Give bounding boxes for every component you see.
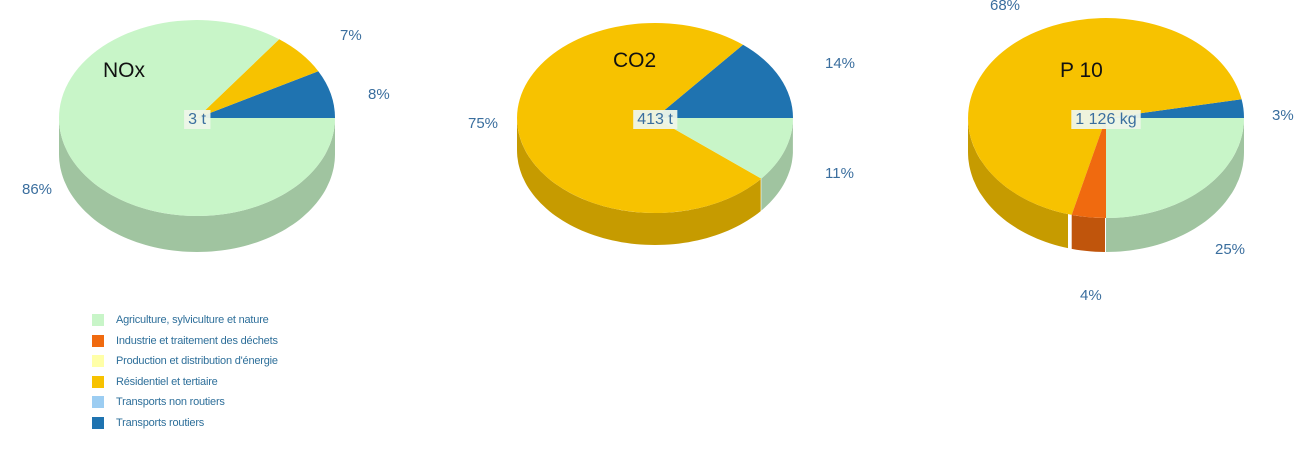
pie-slice <box>655 118 793 179</box>
legend-label: Industrie et traitement des déchets <box>116 334 278 347</box>
chart-title: P 10 <box>1060 59 1103 82</box>
slice-percent-label: 11% <box>825 165 854 182</box>
total-label-backdrop <box>1071 110 1141 129</box>
chart-total-label: 1 126 kg <box>1075 111 1136 128</box>
slice-percent-label: 4% <box>1080 287 1102 304</box>
chart-title: NOx <box>103 59 146 82</box>
pie-chart-3: P 10 1 126 kg 3% 68% 4% 25% <box>968 0 1294 304</box>
legend-label: Transports routiers <box>116 416 205 429</box>
legend-item: Résidentiel et tertiaire <box>92 372 278 393</box>
slice-percent-label: 3% <box>1272 107 1294 124</box>
slice-percent-label: 25% <box>1215 241 1245 258</box>
slice-percent-label: 68% <box>990 0 1020 14</box>
legend-swatch <box>92 355 104 368</box>
pie-slice <box>1071 118 1106 219</box>
pie-chart-2: CO2 413 t 14% 75% 11% <box>468 22 855 245</box>
pie-chart-1: NOx 3 t 8% 7% 86% <box>22 20 390 252</box>
chart-legend: Agriculture, sylviculture et nature Indu… <box>92 310 278 433</box>
pie-slice <box>197 39 319 118</box>
legend-item: Transports routiers <box>92 413 278 434</box>
legend-label: Transports non routiers <box>116 396 225 409</box>
pie-slice <box>197 71 335 118</box>
pie-side <box>59 118 335 252</box>
slice-percent-label: 86% <box>22 181 52 198</box>
total-label-backdrop <box>633 110 678 129</box>
pie-side <box>761 120 793 211</box>
legend-item: Transports non routiers <box>92 392 278 413</box>
legend-swatch <box>92 375 104 388</box>
legend-swatch <box>92 396 104 409</box>
pie-side <box>968 118 1068 249</box>
slice-percent-label: 75% <box>468 115 498 132</box>
legend-swatch <box>92 416 104 429</box>
slice-percent-label: 7% <box>340 27 362 44</box>
legend-item: Agriculture, sylviculture et nature <box>92 310 278 331</box>
legend-swatch <box>92 334 104 347</box>
legend-swatch <box>92 314 104 327</box>
pie-slice <box>655 44 793 118</box>
legend-item: Industrie et traitement des déchets <box>92 331 278 352</box>
pie-side <box>1106 118 1244 252</box>
legend-label: Production et distribution d'énergie <box>116 355 278 368</box>
slice-percent-label: 14% <box>825 55 855 72</box>
slice-percent-label: 8% <box>368 86 390 103</box>
legend-item: Production et distribution d'énergie <box>92 351 278 372</box>
pie-side <box>1071 214 1105 252</box>
chart-title: CO2 <box>613 49 656 72</box>
chart-total-label: 413 t <box>637 111 673 128</box>
chart-total-label: 3 t <box>188 111 206 128</box>
legend-label: Résidentiel et tertiaire <box>116 375 218 388</box>
legend-label: Agriculture, sylviculture et nature <box>116 314 269 327</box>
pie-side <box>517 118 761 245</box>
pie-slice <box>1106 118 1244 218</box>
total-label-backdrop <box>184 110 211 129</box>
